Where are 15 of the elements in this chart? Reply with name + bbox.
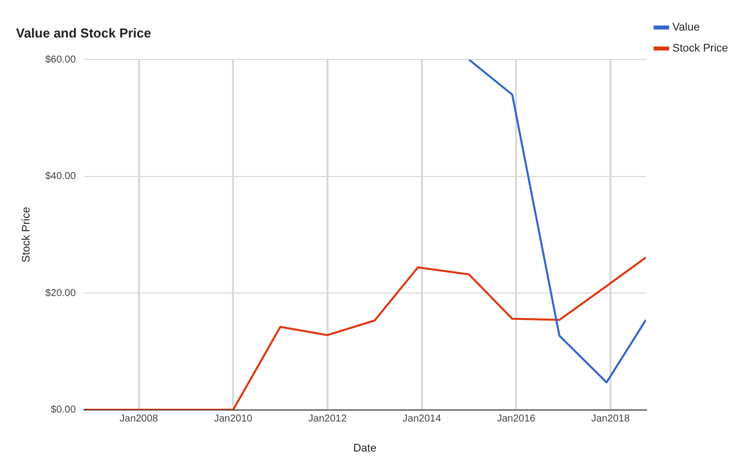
x-tick-label: Jan2014 [402,414,442,425]
chart-title: Value and Stock Price [16,25,152,40]
legend-label: Value [672,22,700,34]
x-axis-title: Date [353,442,376,454]
x-tick-label: Jan2008 [120,414,158,425]
y-tick-label: $20.00 [45,288,76,299]
x-tick-label: Jan2018 [591,414,630,425]
y-axis-title: Stock Price [20,206,33,263]
y-tick-label: $40.00 [45,171,76,182]
legend-label: Stock Price [672,42,728,55]
y-tick-label: $0.00 [50,404,76,416]
x-tick-label: Jan2012 [308,414,348,425]
y-tick-label: $60.00 [45,54,76,66]
x-tick-label: Jan2010 [214,414,253,425]
x-tick-label: Jan2016 [496,414,536,425]
